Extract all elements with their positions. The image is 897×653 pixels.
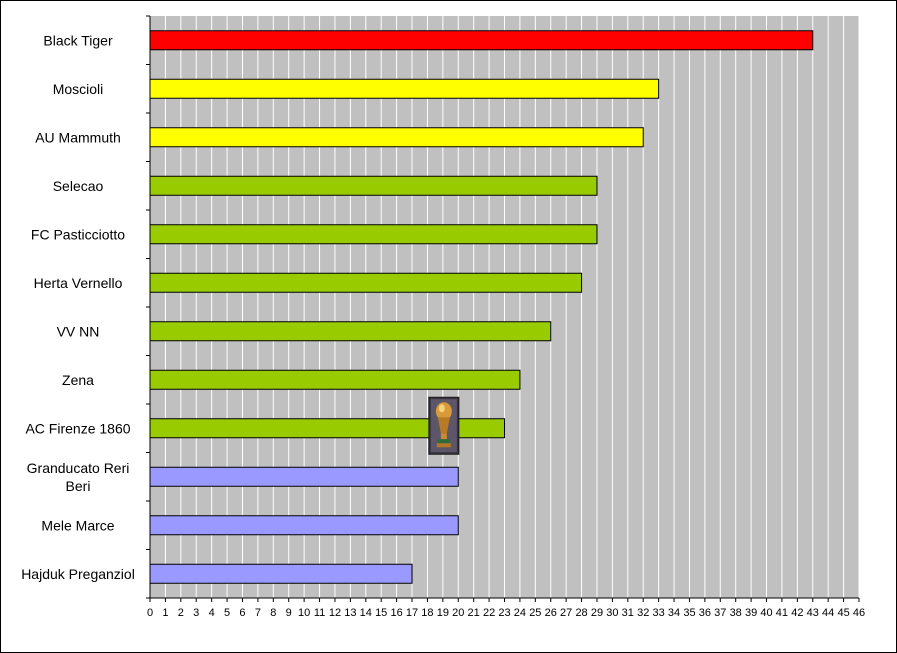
category-label-5: Herta Vernello <box>34 275 123 291</box>
x-tick-label-35: 35 <box>683 607 695 619</box>
x-tick-label-16: 16 <box>390 607 402 619</box>
trophy-icon <box>428 396 460 455</box>
x-tick-label-27: 27 <box>560 607 572 619</box>
x-tick-label-14: 14 <box>360 607 372 619</box>
category-label-8: AC Firenze 1860 <box>25 420 130 436</box>
category-label-11: Hajduk Preganziol <box>21 566 135 582</box>
x-tick-label-36: 36 <box>699 607 711 619</box>
x-tick-label-13: 13 <box>344 607 356 619</box>
x-tick-label-5: 5 <box>224 607 230 619</box>
x-tick-label-44: 44 <box>822 607 834 619</box>
category-label-2: AU Mammuth <box>35 129 121 145</box>
trophy-shape <box>437 417 450 434</box>
bar-10 <box>149 515 459 536</box>
x-tick-label-9: 9 <box>286 607 292 619</box>
bar-5 <box>149 272 583 293</box>
x-tick-label-12: 12 <box>329 607 341 619</box>
x-tick-label-1: 1 <box>162 607 168 619</box>
x-tick-label-23: 23 <box>498 607 510 619</box>
x-tick-label-25: 25 <box>529 607 541 619</box>
category-label-4: FC Pasticciotto <box>31 226 125 242</box>
x-tick-label-19: 19 <box>437 607 449 619</box>
bar-9 <box>149 466 459 487</box>
x-tick-label-26: 26 <box>545 607 557 619</box>
category-label-1: Moscioli <box>53 81 104 97</box>
trophy-shape <box>440 433 447 440</box>
bar-6 <box>149 321 552 342</box>
x-tick-label-17: 17 <box>406 607 418 619</box>
x-tick-label-29: 29 <box>591 607 603 619</box>
category-label-10: Mele Marce <box>41 517 114 533</box>
trophy-shape <box>436 443 451 448</box>
x-tick-label-39: 39 <box>745 607 757 619</box>
x-tick-label-46: 46 <box>853 607 865 619</box>
x-tick-label-33: 33 <box>653 607 665 619</box>
category-label-6: VV NN <box>57 323 100 339</box>
bar-2 <box>149 127 644 148</box>
x-tick-label-15: 15 <box>375 607 387 619</box>
bar-0 <box>149 30 814 51</box>
x-tick-label-0: 0 <box>147 607 153 619</box>
x-tick-label-34: 34 <box>668 607 680 619</box>
bar-4 <box>149 224 598 245</box>
x-tick-label-45: 45 <box>837 607 849 619</box>
x-tick-label-10: 10 <box>298 607 310 619</box>
x-tick-label-40: 40 <box>760 607 772 619</box>
x-tick-label-42: 42 <box>791 607 803 619</box>
x-tick-label-30: 30 <box>606 607 618 619</box>
x-tick-label-21: 21 <box>468 607 480 619</box>
x-tick-label-22: 22 <box>483 607 495 619</box>
x-tick-label-7: 7 <box>255 607 261 619</box>
category-label-9-line-0: Granducato Reri <box>27 460 130 476</box>
category-label-3: Selecao <box>53 178 104 194</box>
category-label-0: Black Tiger <box>43 32 113 48</box>
bar-7 <box>149 369 521 390</box>
bar-1 <box>149 78 660 99</box>
x-tick-label-3: 3 <box>193 607 199 619</box>
x-tick-label-24: 24 <box>514 607 526 619</box>
x-tick-label-43: 43 <box>807 607 819 619</box>
bar-11 <box>149 563 413 584</box>
x-tick-label-38: 38 <box>730 607 742 619</box>
x-tick-label-32: 32 <box>637 607 649 619</box>
trophy-shape <box>438 404 445 413</box>
x-tick-label-11: 11 <box>314 607 325 619</box>
x-tick-label-41: 41 <box>776 607 788 619</box>
x-tick-label-37: 37 <box>714 607 726 619</box>
x-tick-label-28: 28 <box>575 607 587 619</box>
category-label-7: Zena <box>62 372 94 388</box>
x-tick-label-4: 4 <box>209 607 215 619</box>
x-tick-label-31: 31 <box>622 607 634 619</box>
x-tick-label-18: 18 <box>421 607 433 619</box>
x-tick-label-2: 2 <box>178 607 184 619</box>
trophy-shape <box>437 439 450 444</box>
bar-3 <box>149 175 598 196</box>
x-tick-label-8: 8 <box>270 607 276 619</box>
x-tick-label-6: 6 <box>239 607 245 619</box>
x-tick-label-20: 20 <box>452 607 464 619</box>
category-label-9-line-1: Beri <box>66 478 91 494</box>
